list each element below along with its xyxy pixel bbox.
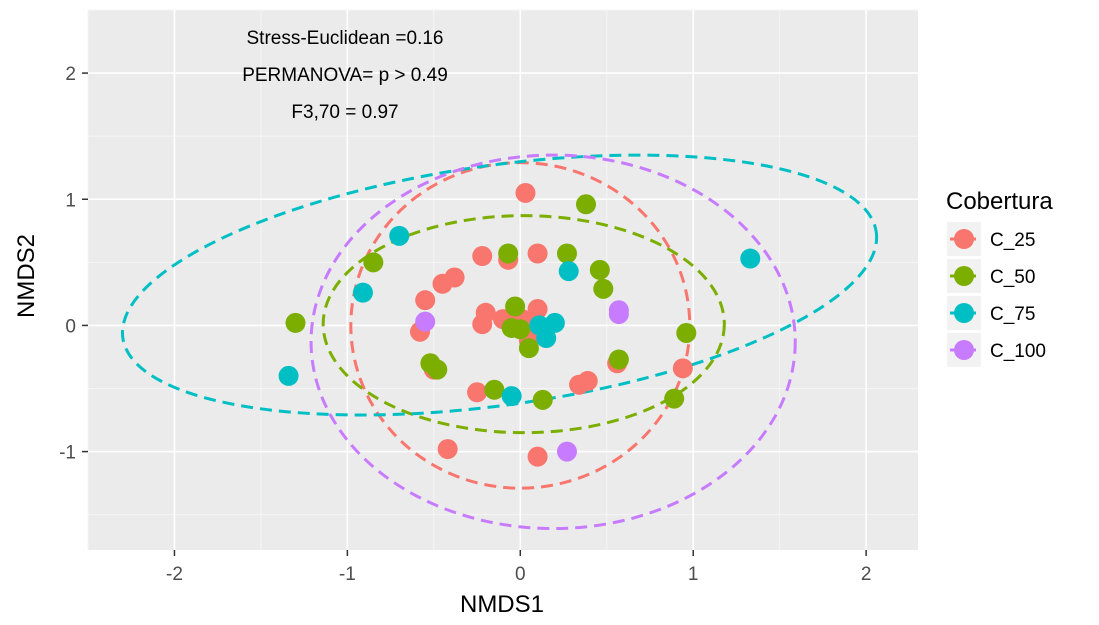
legend-label: C_100 (990, 341, 1046, 362)
point-c-50 (505, 296, 526, 317)
point-c-25 (577, 370, 598, 391)
x-tick-label: 2 (861, 564, 872, 585)
point-c-25 (472, 246, 493, 267)
point-c-25 (515, 182, 536, 203)
x-axis: -2 -1 0 1 2 (166, 550, 871, 585)
point-c-50 (593, 278, 614, 299)
point-c-75 (278, 365, 299, 386)
point-c-25 (672, 358, 693, 379)
y-tick-label: 1 (65, 190, 76, 211)
point-c-75 (352, 282, 373, 303)
point-c-50 (589, 259, 610, 280)
point-c-25 (472, 314, 493, 335)
point-c-25 (444, 267, 465, 288)
point-c-50 (676, 322, 697, 343)
legend-label: C_75 (990, 304, 1035, 325)
point-c-75 (389, 225, 410, 246)
ellipse-c-50 (321, 214, 726, 435)
point-c-50 (484, 379, 505, 400)
panel-background (88, 10, 918, 550)
point-c-50 (608, 349, 629, 370)
point-c-100 (556, 441, 577, 462)
point-c-50 (427, 359, 448, 380)
annotations: Stress-Euclidean =0.16 PERMANOVA= p > 0.… (242, 28, 448, 123)
x-tick-label: -1 (339, 564, 356, 585)
point-c-100 (415, 311, 436, 332)
legend-label: C_50 (990, 267, 1035, 288)
point-c-50 (576, 194, 596, 215)
point-c-50 (510, 319, 531, 340)
point-c-75 (501, 386, 522, 407)
legend-label: C_25 (990, 230, 1035, 251)
legend-item-c-50: C_50 (947, 259, 1035, 293)
point-c-25 (527, 243, 548, 264)
y-tick-label: -1 (59, 443, 76, 464)
point-c-50 (556, 243, 577, 264)
point-c-75 (558, 261, 579, 282)
y-axis-title: NMDS2 (13, 234, 40, 318)
legend-key-point (954, 340, 974, 360)
point-c-50 (532, 389, 553, 410)
legend-title: Cobertura (946, 188, 1053, 215)
y-axis: -1 0 1 2 (59, 64, 88, 464)
y-tick-label: 0 (65, 316, 76, 337)
point-c-50 (518, 338, 539, 359)
legend-key-point (954, 266, 974, 286)
point-c-50 (498, 243, 519, 264)
point-c-50 (285, 312, 306, 333)
y-tick-label: 2 (65, 64, 76, 85)
ellipse-c-100 (309, 153, 797, 531)
point-c-25 (527, 446, 548, 467)
point-c-75 (740, 248, 761, 269)
legend-item-c-25: C_25 (947, 222, 1035, 256)
x-tick-label: -2 (166, 564, 183, 585)
annotation-f-stat: F3,70 = 0.97 (291, 102, 398, 123)
annotation-permanova: PERMANOVA= p > 0.49 (242, 65, 448, 86)
x-tick-label: 1 (688, 564, 699, 585)
points-layer (278, 182, 761, 467)
x-axis-title: NMDS1 (460, 591, 544, 618)
point-c-25 (467, 382, 488, 403)
x-tick-label: 0 (515, 564, 526, 585)
legend-item-c-100: C_100 (947, 333, 1046, 367)
point-c-75 (529, 315, 550, 336)
annotation-stress: Stress-Euclidean =0.16 (247, 28, 444, 49)
point-c-50 (664, 388, 685, 409)
point-c-25 (415, 290, 436, 311)
point-c-25 (437, 439, 458, 460)
legend-item-c-75: C_75 (947, 296, 1035, 330)
point-c-50 (363, 252, 384, 273)
point-c-100 (608, 304, 629, 325)
legend-key-point (954, 229, 974, 249)
point-c-75 (544, 312, 565, 333)
legend-key-point (954, 303, 974, 323)
plot-panel (87, 9, 918, 550)
legend: Cobertura C_25 C_50 C_75 C_100 (946, 188, 1053, 367)
